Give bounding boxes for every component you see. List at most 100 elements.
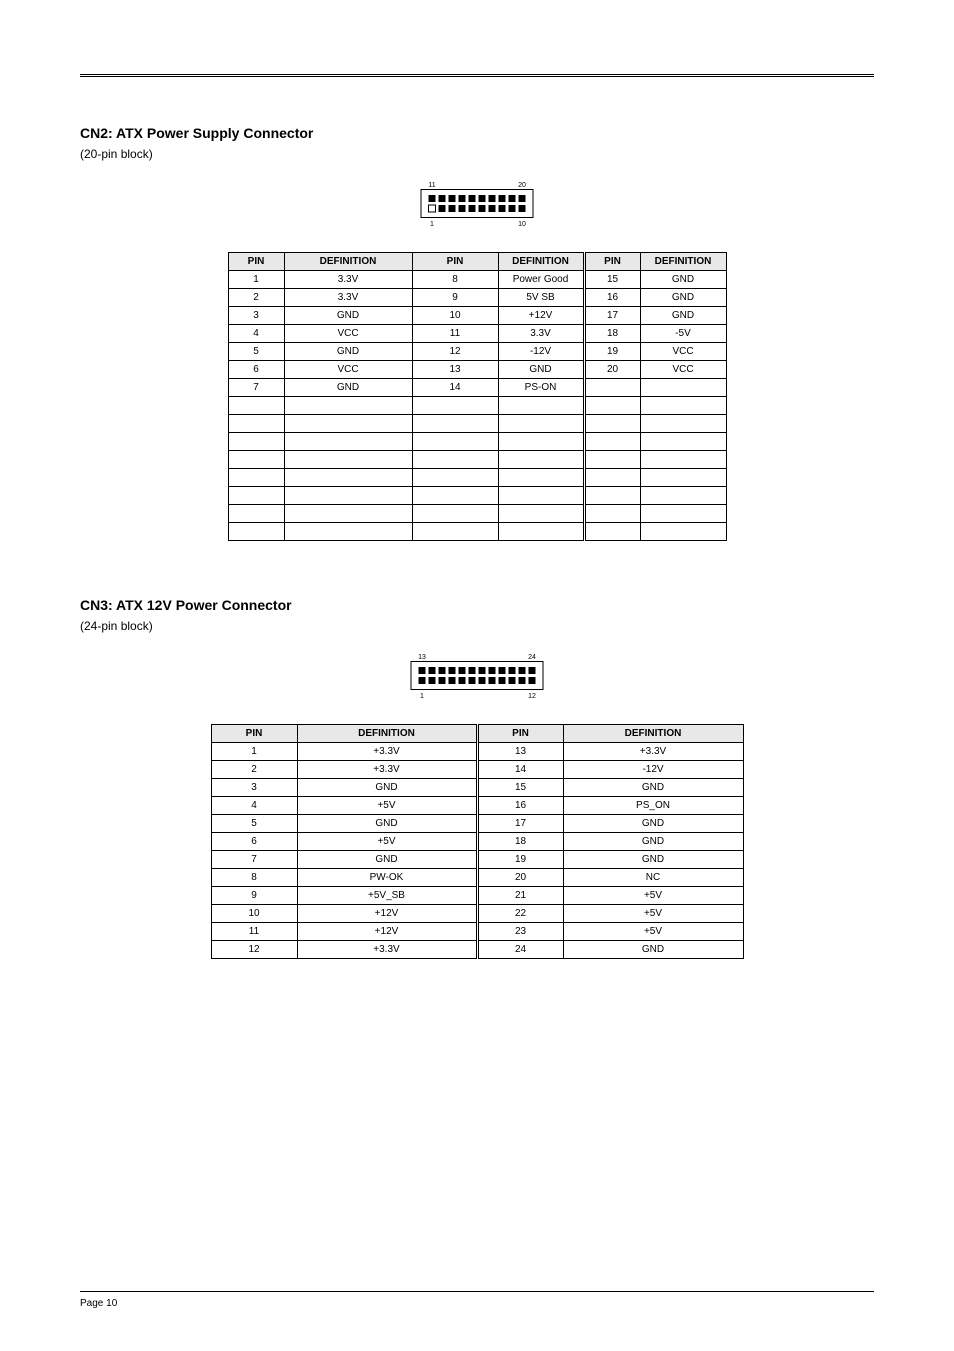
footer-left: Page 10 <box>80 1298 117 1309</box>
table-cell: 9 <box>412 289 498 307</box>
table-cell: GND <box>640 271 726 289</box>
svg-text:12: 12 <box>528 693 536 700</box>
svg-text:11: 11 <box>428 182 435 189</box>
table-cell: +3.3V <box>297 743 477 761</box>
table-cell: 19 <box>584 343 640 361</box>
table-row: 8PW-OK20NC <box>211 869 743 887</box>
table-row: 3GND10+12V17GND <box>228 307 726 325</box>
table-cell <box>412 469 498 487</box>
table-cell <box>640 523 726 541</box>
table-row: 9+5V_SB21+5V <box>211 887 743 905</box>
header-rule <box>80 74 874 77</box>
table-cell: NC <box>563 869 743 887</box>
table-cell <box>412 487 498 505</box>
table-row: 4VCC113.3V18-5V <box>228 325 726 343</box>
table-cell: 2 <box>228 289 284 307</box>
table-row <box>228 505 726 523</box>
table-cell: Power Good <box>498 271 584 289</box>
table-cell: 5 <box>228 343 284 361</box>
connector-diagram-1: 1120110 <box>362 179 592 228</box>
table-cell <box>412 415 498 433</box>
table-cell: 18 <box>584 325 640 343</box>
section-subtitle-1: (20-pin block) <box>80 147 874 161</box>
table-cell: 18 <box>477 833 563 851</box>
svg-text:1: 1 <box>420 693 424 700</box>
section-subtitle-2: (24-pin block) <box>80 619 874 633</box>
table-cell: 3.3V <box>498 325 584 343</box>
table-cell <box>640 451 726 469</box>
table-cell: VCC <box>640 361 726 379</box>
table-cell: 23 <box>477 923 563 941</box>
table-cell <box>584 505 640 523</box>
table-cell <box>640 379 726 397</box>
table-cell: 16 <box>584 289 640 307</box>
table-cell: 3 <box>211 779 297 797</box>
table-cell <box>412 451 498 469</box>
table-cell: -12V <box>563 761 743 779</box>
table-cell: 21 <box>477 887 563 905</box>
table-cell <box>584 451 640 469</box>
page-footer: Page 10 <box>80 1291 874 1309</box>
table-cell: 20 <box>477 869 563 887</box>
table-row: 7GND14PS-ON <box>228 379 726 397</box>
section-title-2: CN3: ATX 12V Power Connector <box>80 597 874 613</box>
connector-diagram-2: 13 24 1 12 <box>399 651 555 700</box>
table-cell: 15 <box>477 779 563 797</box>
table-header: DEFINITION <box>563 725 743 743</box>
svg-text:13: 13 <box>418 654 426 661</box>
table-cell <box>228 487 284 505</box>
table-row: 10+12V22+5V <box>211 905 743 923</box>
table-cell: +5V <box>297 797 477 815</box>
table-cell: VCC <box>284 325 412 343</box>
table-cell <box>584 415 640 433</box>
table-cell <box>284 505 412 523</box>
table-header: PIN <box>412 253 498 271</box>
table-cell: GND <box>563 941 743 959</box>
table-cell: +12V <box>297 905 477 923</box>
table-cell <box>498 433 584 451</box>
table-cell <box>412 505 498 523</box>
table-cell: 4 <box>211 797 297 815</box>
table-cell <box>498 505 584 523</box>
table-cell: +5V <box>297 833 477 851</box>
table-cell: +5V <box>563 887 743 905</box>
page: CN2: ATX Power Supply Connector (20-pin … <box>0 0 954 1351</box>
table-cell <box>584 397 640 415</box>
table-cell <box>498 469 584 487</box>
svg-text:1: 1 <box>430 221 434 228</box>
table-cell <box>640 505 726 523</box>
table-row: 2+3.3V14-12V <box>211 761 743 779</box>
table-cell <box>640 433 726 451</box>
table-cell: 10 <box>211 905 297 923</box>
table-cell <box>284 487 412 505</box>
table-header: DEFINITION <box>498 253 584 271</box>
table-cell: 11 <box>412 325 498 343</box>
table-cell <box>640 415 726 433</box>
svg-text:24: 24 <box>528 654 536 661</box>
table-cell <box>640 487 726 505</box>
table-cell: GND <box>563 851 743 869</box>
table-cell: 16 <box>477 797 563 815</box>
table-cell <box>412 523 498 541</box>
table-cell: PS-ON <box>498 379 584 397</box>
table-cell: 15 <box>584 271 640 289</box>
svg-text:10: 10 <box>518 221 526 228</box>
table-cell <box>228 505 284 523</box>
table-cell: GND <box>297 779 477 797</box>
table-row: 3GND15GND <box>211 779 743 797</box>
table-cell: 3.3V <box>284 289 412 307</box>
table-header: PIN <box>228 253 284 271</box>
table-cell: +3.3V <box>563 743 743 761</box>
table-cell: VCC <box>640 343 726 361</box>
table-cell: 3.3V <box>284 271 412 289</box>
table-row <box>228 469 726 487</box>
table-cell: 9 <box>211 887 297 905</box>
table-cell <box>284 451 412 469</box>
table-cell: -5V <box>640 325 726 343</box>
table-cell: 20 <box>584 361 640 379</box>
table-row <box>228 487 726 505</box>
table-cell: 5 <box>211 815 297 833</box>
table-row <box>228 433 726 451</box>
table-cell: 24 <box>477 941 563 959</box>
table-row <box>228 451 726 469</box>
